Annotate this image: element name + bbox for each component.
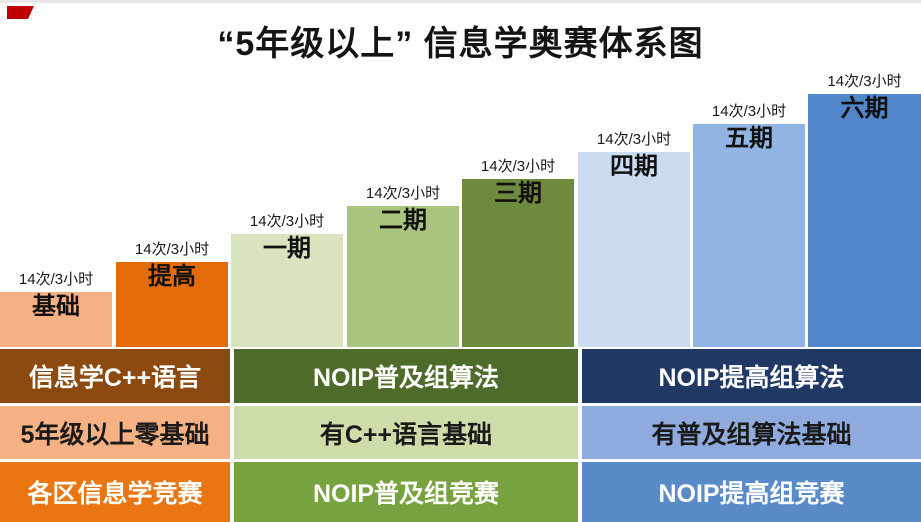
cell-goal-noip-junior-contest: NOIP普及组竞赛	[234, 462, 578, 522]
step-column-phase3: 14次/3小时 三期	[462, 157, 574, 347]
cell-course-noip-junior-algo: NOIP普及组算法	[234, 349, 578, 403]
schedule-label: 14次/3小时	[249, 213, 325, 230]
step-name: 三期	[494, 180, 542, 207]
page-title: “5年级以上” 信息学奥赛体系图	[217, 25, 704, 63]
corner-ribbon-icon	[7, 6, 34, 19]
step-name: 五期	[725, 125, 773, 152]
step-name: 一期	[263, 235, 311, 262]
step-column-phase4: 14次/3小时 四期	[578, 130, 690, 347]
top-divider	[0, 0, 921, 3]
step-column-phase1: 14次/3小时 一期	[231, 212, 343, 347]
schedule-label: 14次/3小时	[18, 271, 94, 288]
step-fill: 四期	[578, 152, 690, 347]
step-name: 二期	[379, 207, 427, 234]
step-fill: 六期	[808, 94, 921, 347]
step-column-tigao: 14次/3小时 提高	[116, 240, 228, 347]
step-column-jichu: 14次/3小时 基础	[0, 270, 112, 347]
schedule-label: 14次/3小时	[134, 241, 210, 258]
step-column-phase5: 14次/3小时 五期	[693, 102, 805, 347]
schedule-label: 14次/3小时	[827, 73, 902, 90]
cell-goal-noip-senior-contest: NOIP提高组竞赛	[582, 462, 921, 522]
step-fill: 五期	[693, 124, 805, 347]
step-fill: 二期	[347, 206, 459, 347]
step-name: 四期	[610, 153, 658, 180]
cell-goal-district-contest: 各区信息学竞赛	[0, 462, 230, 522]
step-fill: 三期	[462, 179, 574, 347]
schedule-label: 14次/3小时	[365, 185, 441, 202]
cell-course-noip-senior-algo: NOIP提高组算法	[582, 349, 921, 403]
step-name: 六期	[840, 95, 889, 122]
cell-course-cpp-language: 信息学C++语言	[0, 349, 230, 403]
step-fill: 一期	[231, 234, 343, 347]
schedule-label: 14次/3小时	[480, 158, 556, 175]
step-name: 提高	[148, 263, 196, 290]
step-column-phase2: 14次/3小时 二期	[347, 184, 459, 347]
step-fill: 提高	[116, 262, 228, 347]
cell-audience-zero-base: 5年级以上零基础	[0, 406, 230, 459]
step-column-phase6: 14次/3小时 六期	[808, 72, 921, 347]
schedule-label: 14次/3小时	[596, 131, 672, 148]
step-name: 基础	[32, 293, 80, 320]
cell-audience-cpp-base: 有C++语言基础	[234, 406, 578, 459]
cell-audience-junior-algo-base: 有普及组算法基础	[582, 406, 921, 459]
schedule-label: 14次/3小时	[711, 103, 787, 120]
step-fill: 基础	[0, 292, 112, 347]
